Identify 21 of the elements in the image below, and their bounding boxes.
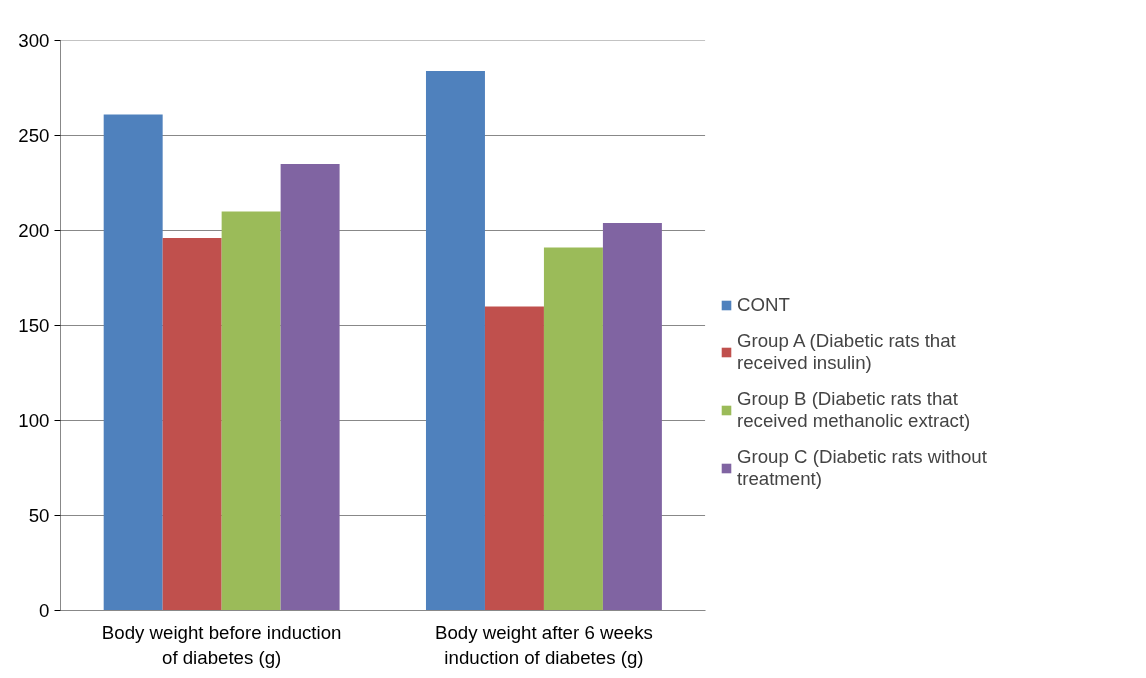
legend-label: CONT [737, 294, 790, 316]
bar [280, 164, 340, 611]
legend-label: Group B (Diabetic rats that received methanolic extract) [737, 388, 971, 432]
bar [484, 306, 544, 611]
y-tick-label: 200 [18, 220, 50, 241]
bar [103, 114, 163, 611]
x-tick-label: Body weight after 6 weeks induction of diabetes (g) [435, 621, 653, 668]
bar [221, 211, 281, 611]
bar [162, 238, 222, 611]
y-tick-label: 250 [18, 125, 50, 146]
y-tick-label: 100 [18, 410, 50, 431]
legend-label: Group A (Diabetic rats that received insulin) [737, 330, 956, 374]
bar [543, 247, 603, 611]
y-tick-label: 50 [28, 505, 50, 526]
bar [425, 70, 485, 611]
bar [602, 222, 662, 611]
y-tick-label: 0 [39, 600, 50, 621]
y-tick-label: 300 [18, 30, 50, 51]
x-tick-label: Body weight before induction of diabetes (g) [101, 621, 342, 668]
y-tick-label: 150 [18, 315, 50, 336]
legend-label: Group C (Diabetic rats without treatment) [737, 446, 987, 490]
